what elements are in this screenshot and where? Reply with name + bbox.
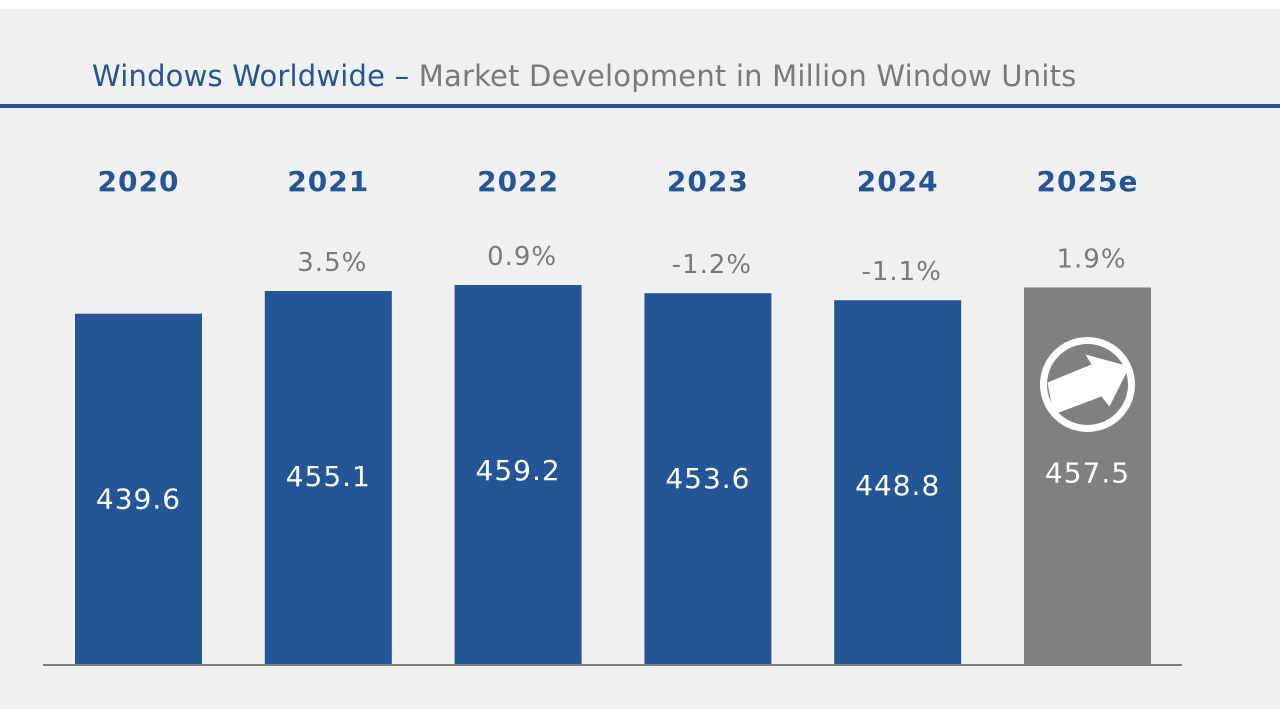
value-label-2021: 455.1 [286, 460, 371, 493]
year-label-2022: 2022 [477, 165, 559, 198]
bar-chart: 2020 439.6 2021 3.5% 455.1 2022 0.9% 459.2 2023 -… [43, 165, 1182, 666]
up-right-arrow-circle-icon [1040, 336, 1135, 432]
growth-label-2021: 3.5% [297, 248, 367, 278]
slide-background: Windows Worldwide – Market Development i… [0, 9, 1280, 709]
chart-title: Windows Worldwide – Market Development i… [92, 59, 1076, 93]
growth-label-2024: -1.1% [861, 257, 941, 287]
bar-2025e [1024, 287, 1151, 665]
year-label-2021: 2021 [287, 165, 369, 198]
bar-2020 [75, 313, 202, 665]
bar-2021 [264, 291, 392, 665]
value-label-2024: 448.8 [855, 469, 940, 502]
bar-2024 [834, 300, 962, 665]
value-label-2022: 459.2 [476, 454, 561, 487]
growth-label-2025e: 1.9% [1056, 244, 1126, 274]
growth-label-2022: 0.9% [487, 242, 557, 272]
growth-label-2023: -1.2% [672, 250, 752, 280]
bar-2023 [644, 293, 772, 665]
value-label-2020: 439.6 [96, 483, 181, 516]
labels-layer: 2020 439.6 2021 3.5% 455.1 2022 0.9% 459.2 2023 -… [96, 165, 1139, 516]
year-label-2023: 2023 [667, 165, 749, 198]
title-subtitle: Market Development in Million Window Uni… [418, 59, 1077, 93]
year-label-2024: 2024 [857, 165, 939, 198]
year-label-2020: 2020 [98, 165, 180, 198]
title-dash: – [385, 59, 419, 93]
icon-arrow [1047, 354, 1130, 415]
bars-layer [75, 285, 1151, 665]
year-label-2025e: 2025e [1037, 165, 1139, 198]
title-main: Windows Worldwide [92, 59, 386, 93]
icon-ring [1040, 336, 1135, 432]
title-underline [0, 104, 1280, 108]
value-label-2025e: 457.5 [1045, 456, 1130, 489]
bar-2022 [454, 285, 582, 665]
value-label-2023: 453.6 [665, 462, 750, 495]
